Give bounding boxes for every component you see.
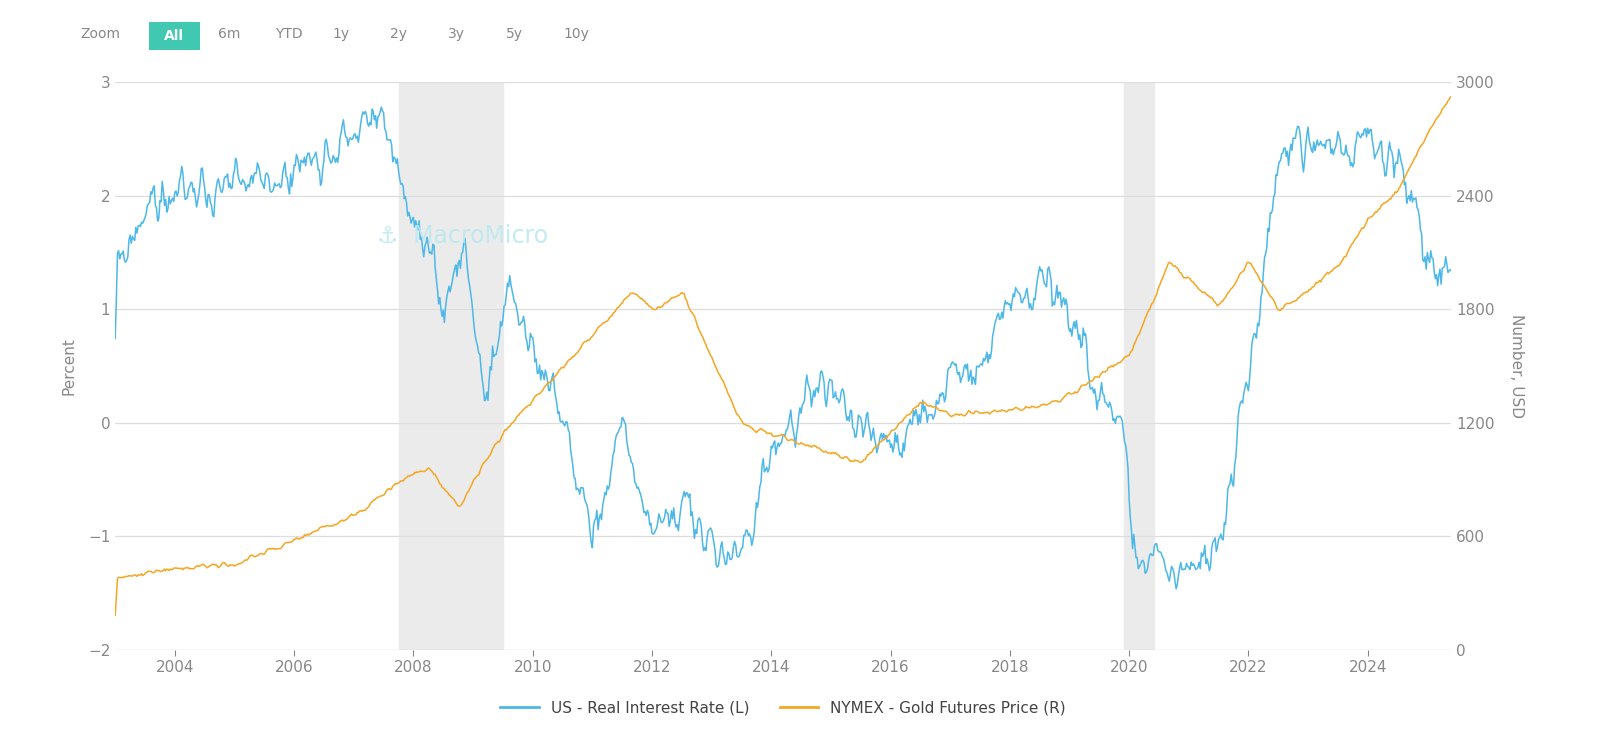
Text: 5y: 5y [506, 27, 523, 40]
Text: YTD: YTD [275, 27, 302, 40]
Y-axis label: Number, USD: Number, USD [1509, 314, 1523, 418]
Text: 6m: 6m [218, 27, 240, 40]
Text: 3y: 3y [448, 27, 466, 40]
Legend: US - Real Interest Rate (L), NYMEX - Gold Futures Price (R): US - Real Interest Rate (L), NYMEX - Gol… [494, 695, 1072, 722]
Y-axis label: Percent: Percent [62, 337, 77, 395]
Bar [1125, 82, 1154, 650]
Text: 1y: 1y [333, 27, 350, 40]
Text: All: All [165, 29, 184, 43]
Text: 2y: 2y [390, 27, 408, 40]
Text: 10y: 10y [563, 27, 589, 40]
Text: ⚓  MacroMicro: ⚓ MacroMicro [378, 223, 549, 247]
Text: Zoom: Zoom [80, 27, 120, 40]
Bar [398, 82, 502, 650]
